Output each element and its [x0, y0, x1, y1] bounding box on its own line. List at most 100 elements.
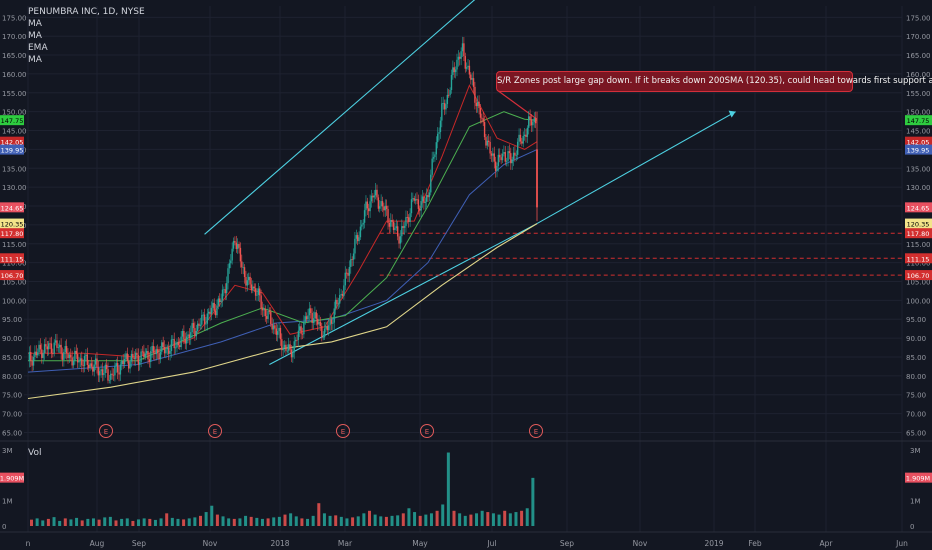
candle-body — [223, 289, 225, 291]
candle-body — [478, 101, 480, 109]
indicator-ema[interactable]: EMA — [28, 43, 48, 53]
volume-bar — [469, 514, 473, 526]
candle-body — [446, 94, 449, 105]
volume-label[interactable]: Vol — [28, 448, 42, 458]
volume-current-right: 1.909M — [906, 475, 930, 483]
candle-body — [312, 318, 315, 323]
candle-body — [459, 56, 461, 59]
candle-body — [94, 358, 97, 365]
candle-body — [196, 323, 199, 331]
price-badge-left — [0, 228, 24, 239]
volume-bar — [131, 520, 135, 526]
indicator-ma-2[interactable]: MA — [28, 31, 42, 41]
annotation-note[interactable]: S/R Zones post large gap down. If it bre… — [496, 71, 932, 92]
volume-bar — [165, 513, 169, 526]
symbol-title[interactable]: PENUMBRA INC, 1D, NYSE — [28, 7, 145, 17]
candle-body — [36, 352, 39, 356]
candle-body — [250, 284, 253, 291]
volume-bar — [396, 515, 400, 526]
candle-body — [254, 288, 257, 296]
ema-line — [27, 149, 538, 373]
volume-bar — [176, 518, 180, 526]
volume-bar — [80, 520, 84, 526]
candle-body — [219, 298, 221, 303]
earnings-marker[interactable]: E — [529, 424, 543, 438]
volume-bar — [435, 510, 439, 526]
candle-body — [202, 314, 204, 316]
candle-body — [38, 344, 40, 353]
volume-bar — [199, 515, 202, 526]
candle-body — [442, 103, 444, 104]
candlesticks — [28, 36, 538, 384]
volume-bar — [390, 515, 394, 526]
earnings-marker[interactable]: E — [420, 424, 434, 438]
candle-body — [394, 228, 396, 231]
candle-body — [345, 272, 348, 274]
candle-body — [225, 283, 228, 294]
candle-body — [148, 359, 151, 362]
volume-bar — [46, 518, 50, 526]
candle-body — [532, 122, 534, 126]
candle-body — [268, 311, 271, 312]
y-tick-right: 175.00 — [906, 14, 931, 22]
earnings-marker[interactable]: E — [336, 424, 350, 438]
candle-body — [198, 323, 200, 326]
candle-body — [278, 327, 280, 332]
candle-body — [274, 325, 276, 329]
candle-body — [101, 369, 104, 376]
volume-bar — [204, 512, 208, 526]
support-lines[interactable] — [379, 89, 902, 276]
volume-bar — [413, 512, 417, 526]
volume-bar — [289, 513, 293, 526]
candle-body — [228, 263, 231, 269]
y-tick-right: 110.00 — [906, 260, 931, 268]
candle-body — [199, 324, 202, 326]
candle-body — [501, 153, 504, 161]
candle-body — [356, 235, 359, 242]
price-label-right: 124.65 — [907, 204, 930, 212]
volume-current-badge-right — [905, 472, 932, 483]
candle-body — [315, 312, 317, 319]
candle-body — [519, 134, 522, 142]
volume-bar — [159, 518, 163, 526]
candle-body — [452, 67, 454, 75]
earnings-marker[interactable]: E — [99, 424, 113, 438]
volume-tick-right: 3M — [910, 447, 921, 455]
price-badge-right — [905, 270, 932, 281]
indicator-ma-1[interactable]: MA — [28, 19, 42, 29]
candle-body — [134, 352, 137, 359]
trend-channel[interactable] — [204, 0, 736, 366]
volume-bar — [108, 516, 112, 526]
candle-body — [252, 286, 254, 291]
indicator-ma-3[interactable]: MA — [28, 55, 42, 65]
candle-body — [486, 140, 489, 146]
candle-body — [417, 199, 420, 209]
candle-body — [432, 157, 435, 159]
candle-body — [246, 280, 249, 286]
candle-body — [448, 94, 450, 96]
volume-bar — [58, 520, 62, 526]
candle-body — [406, 217, 409, 218]
candle-body — [59, 344, 61, 348]
candle-body — [380, 201, 382, 207]
price-badge-left — [0, 144, 24, 155]
candle-body — [180, 336, 182, 347]
volume-bar — [339, 516, 343, 526]
candle-body — [340, 293, 342, 295]
volume-bar — [63, 518, 67, 526]
candle-body — [518, 134, 520, 142]
candle-body — [172, 339, 174, 340]
candle-body — [256, 294, 258, 296]
candle-body — [305, 316, 308, 320]
candle-body — [401, 226, 403, 237]
x-tick-label: Jul — [486, 539, 496, 548]
candle-body — [330, 319, 333, 324]
x-tick-label: Nov — [203, 539, 218, 548]
candle-body — [337, 303, 340, 305]
x-tick-label: Feb — [748, 539, 762, 548]
earnings-marker-circle — [336, 424, 350, 438]
candle-body — [461, 43, 464, 52]
candle-body — [316, 318, 319, 325]
earnings-marker[interactable]: E — [208, 424, 222, 438]
